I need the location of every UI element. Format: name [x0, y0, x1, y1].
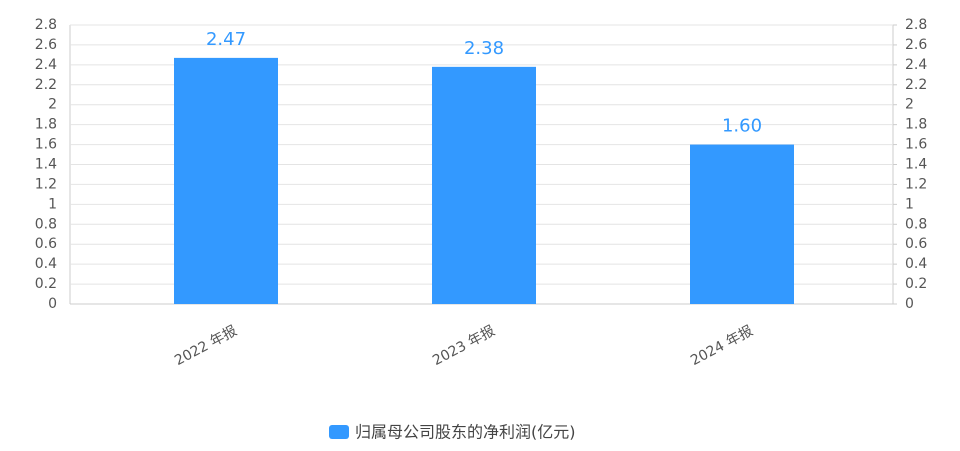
y2-tick-label: 1.4	[905, 157, 927, 173]
y-tick-label: 2.4	[35, 57, 57, 73]
x-tick-label: 2023 年报	[430, 323, 498, 369]
y2-tick-label: 0.4	[905, 256, 927, 272]
y2-tick-label: 2.4	[905, 57, 927, 73]
value-label: 1.60	[722, 116, 762, 137]
y-tick-label: 1.2	[35, 176, 57, 192]
value-label: 2.38	[464, 38, 504, 59]
y-tick-label: 0.2	[35, 276, 57, 292]
y-tick-label: 2.6	[35, 37, 57, 53]
x-tick-label: 2022 年报	[172, 323, 240, 369]
y-tick-label: 0.6	[35, 236, 57, 252]
y-tick-label: 0.8	[35, 216, 57, 232]
y-tick-label: 2	[48, 97, 57, 113]
y-tick-label: 1.6	[35, 137, 57, 153]
y-tick-label: 1.8	[35, 117, 57, 133]
y-tick-label: 2.2	[35, 77, 57, 93]
y-tick-label: 1	[48, 196, 57, 212]
y2-tick-label: 1.8	[905, 117, 927, 133]
y2-tick-label: 2	[905, 97, 914, 113]
y2-tick-label: 1	[905, 196, 914, 212]
y2-tick-label: 0.8	[905, 216, 927, 232]
y2-tick-label: 0.6	[905, 236, 927, 252]
value-label: 2.47	[206, 29, 246, 50]
bar	[690, 144, 794, 304]
y2-tick-label: 2.2	[905, 77, 927, 93]
bar	[174, 57, 278, 304]
y2-tick-label: 1.2	[905, 176, 927, 192]
y2-tick-label: 1.6	[905, 137, 927, 153]
legend-swatch	[329, 425, 349, 439]
x-tick-label: 2024 年报	[688, 323, 756, 369]
y-tick-label: 0	[48, 296, 57, 312]
y-tick-label: 0.4	[35, 256, 57, 272]
legend-label: 归属母公司股东的净利润(亿元)	[355, 423, 576, 442]
y2-tick-label: 2.8	[905, 17, 927, 33]
y2-tick-label: 0.2	[905, 276, 927, 292]
y-tick-label: 1.4	[35, 157, 57, 173]
y2-tick-label: 2.6	[905, 37, 927, 53]
y2-tick-label: 0	[905, 296, 914, 312]
y-tick-label: 2.8	[35, 17, 57, 33]
bar	[432, 66, 536, 304]
